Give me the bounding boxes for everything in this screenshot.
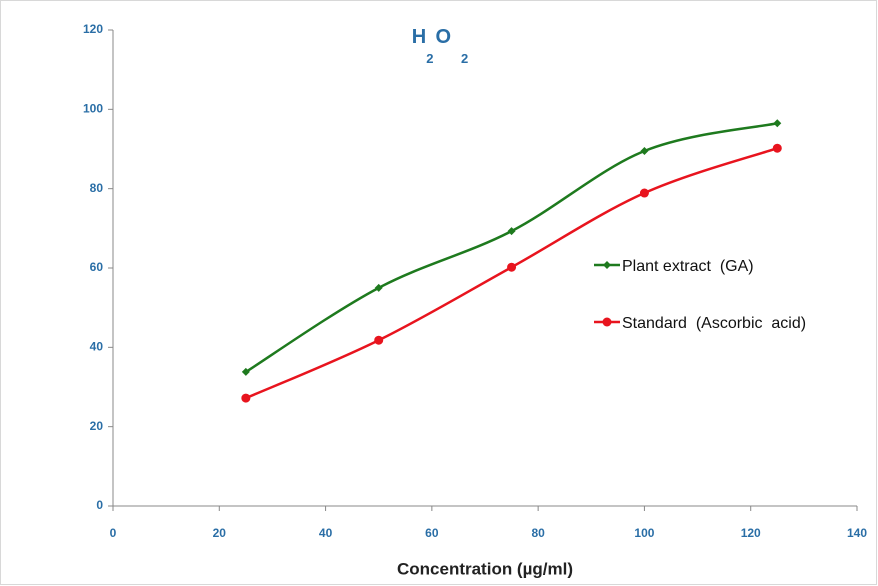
y-tick-label: 40 <box>90 340 104 354</box>
x-tick-label: 80 <box>531 526 545 540</box>
y-tick-label: 60 <box>90 260 104 274</box>
y-tick-label: 120 <box>83 22 103 36</box>
point <box>507 262 517 272</box>
point <box>639 188 649 198</box>
point <box>241 367 250 376</box>
x-tick-label: 140 <box>847 526 867 540</box>
point <box>374 335 384 345</box>
point <box>241 393 251 403</box>
y-tick-label: 100 <box>83 102 103 116</box>
point <box>640 146 649 155</box>
legend-marker <box>603 261 611 269</box>
y-tick-label: 80 <box>90 181 104 195</box>
point <box>773 119 782 128</box>
legend-label: Plant extract (GA) <box>622 258 754 275</box>
x-tick-label: 40 <box>319 526 333 540</box>
legend-label: Standard (Ascorbic acid) <box>622 315 806 332</box>
point <box>772 143 782 153</box>
x-tick-label: 120 <box>741 526 761 540</box>
x-axis-label: Concentration (µg/ml) <box>397 559 573 578</box>
point <box>374 283 383 292</box>
legend-marker <box>602 317 612 327</box>
y-tick-label: 20 <box>90 419 104 433</box>
point <box>507 227 516 236</box>
x-tick-label: 20 <box>213 526 227 540</box>
chart-title: H2O2 <box>412 26 468 66</box>
y-tick-label: 0 <box>96 498 103 512</box>
x-tick-label: 60 <box>425 526 439 540</box>
x-tick-label: 0 <box>110 526 117 540</box>
x-tick-label: 100 <box>634 526 654 540</box>
